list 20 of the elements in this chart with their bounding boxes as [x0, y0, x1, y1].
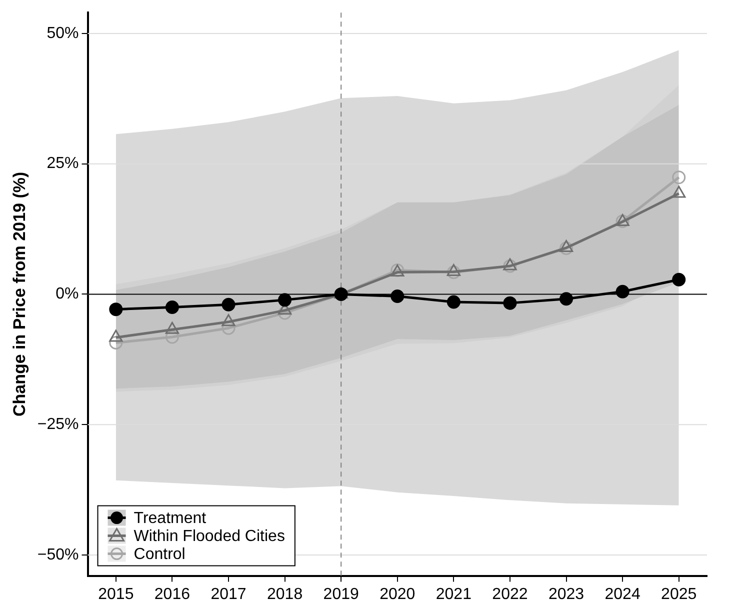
x-tick-label: 2024 — [604, 586, 640, 603]
x-tick-label: 2018 — [267, 586, 303, 603]
x-tick-label: 2021 — [436, 586, 472, 603]
x-tick-label: 2022 — [492, 586, 528, 603]
x-tick-label: 2023 — [548, 586, 584, 603]
x-tick-label: 2015 — [98, 586, 134, 603]
y-tick-label: 50% — [46, 24, 79, 42]
legend-label: Treatment — [134, 510, 207, 528]
y-axis-title: Change in Price from 2019 (%) — [10, 172, 29, 417]
x-tick-label: 2016 — [154, 586, 190, 603]
legend-label: Control — [134, 546, 186, 564]
x-tick-label: 2020 — [380, 586, 416, 603]
y-tick-label: −50% — [37, 546, 79, 564]
y-tick-label: 25% — [46, 155, 79, 172]
legend-label: Within Flooded Cities — [134, 528, 285, 546]
y-tick-label: 0% — [56, 286, 79, 303]
x-tick-label: 2017 — [210, 586, 246, 603]
x-tick-label: 2019 — [323, 586, 359, 603]
x-tick-label: 2025 — [661, 586, 697, 603]
y-tick-label: −25% — [37, 416, 79, 433]
